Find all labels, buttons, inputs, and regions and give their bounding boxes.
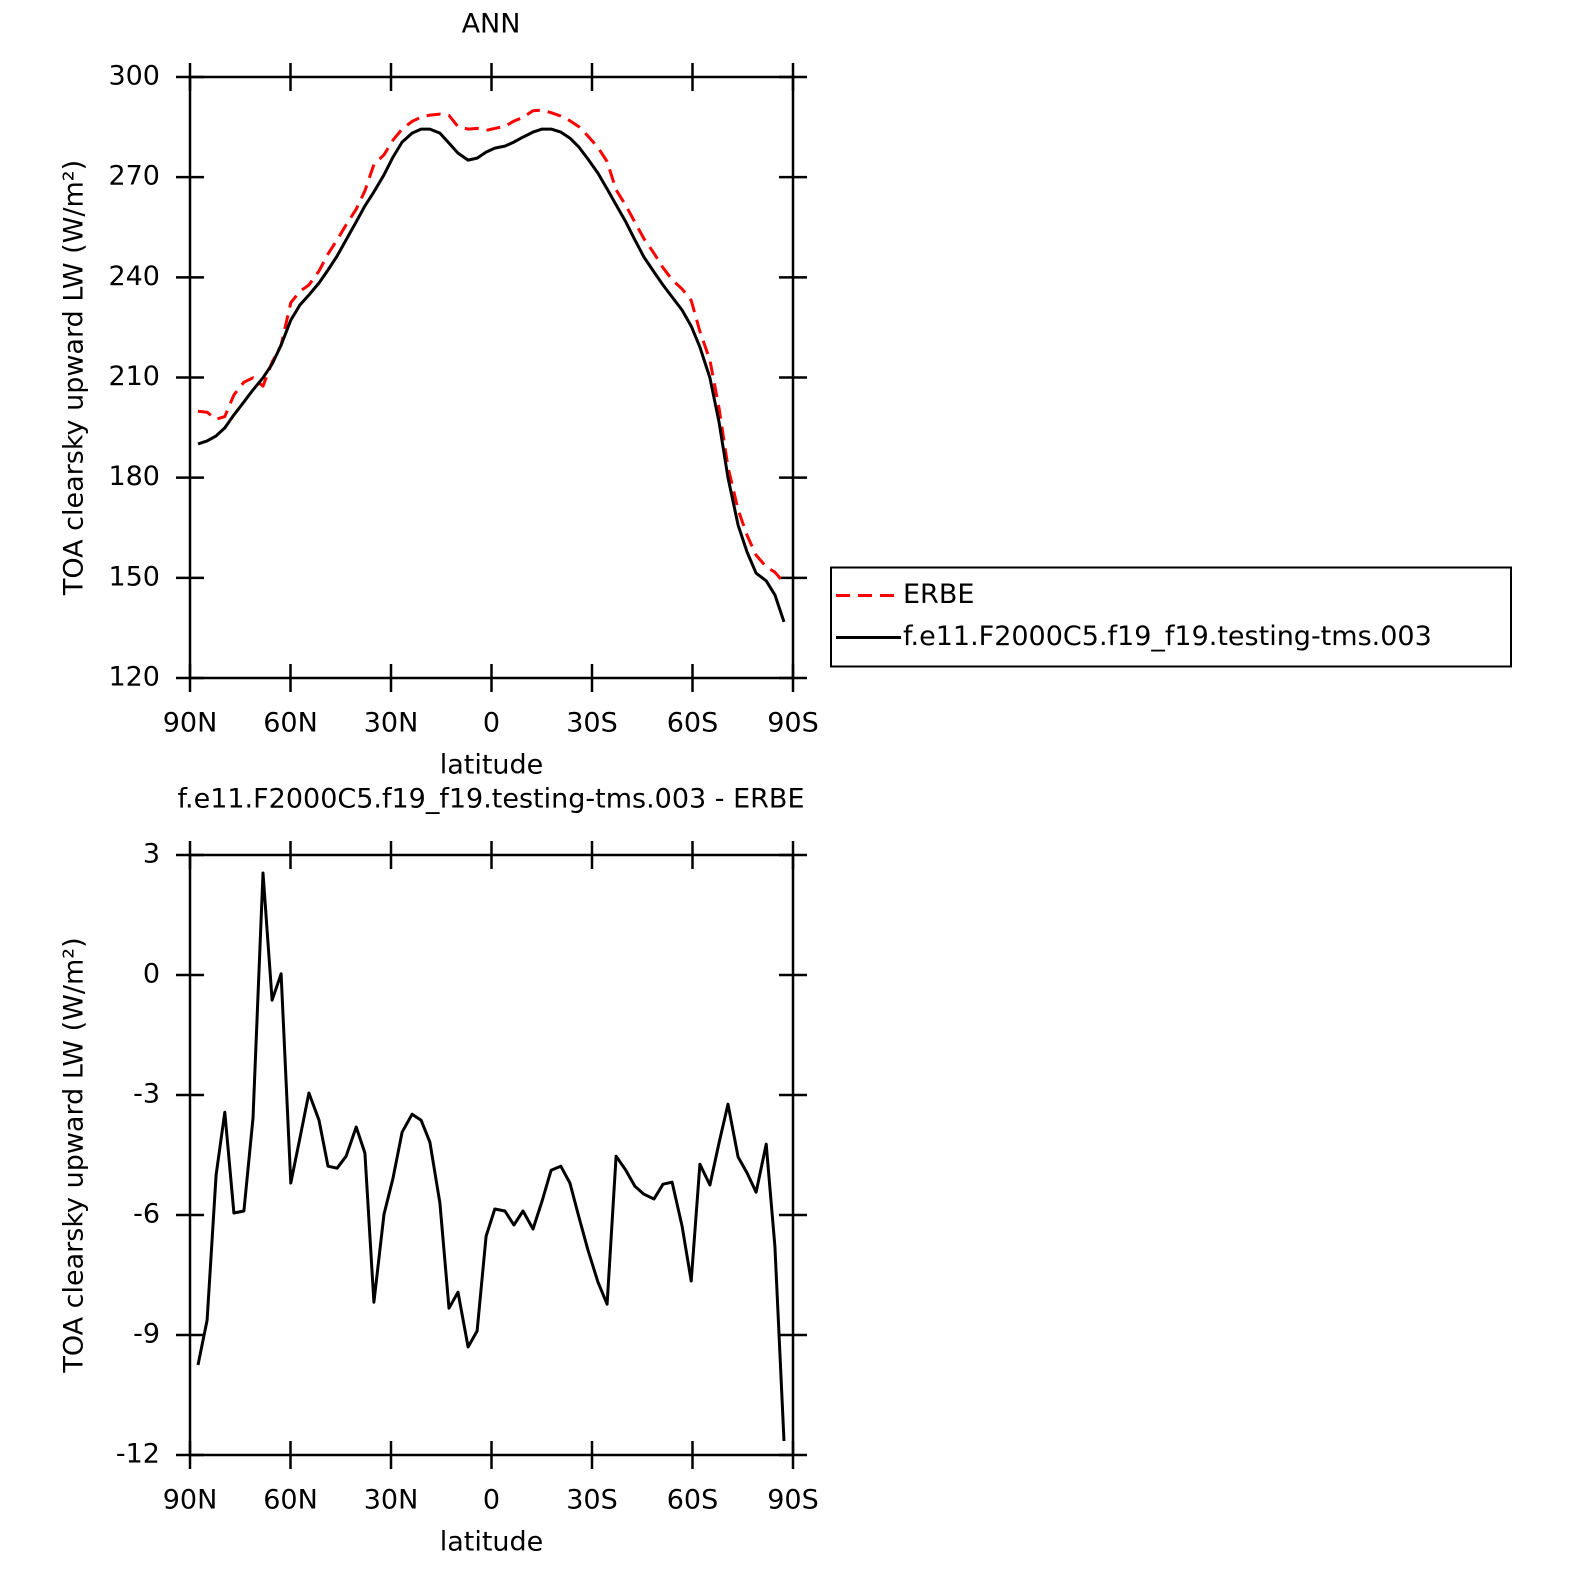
y-tick-label: 3 — [143, 839, 160, 870]
y-tick-label: -6 — [133, 1199, 160, 1230]
x-axis-label: latitude — [440, 750, 544, 781]
x-axis-label: latitude — [440, 1527, 544, 1558]
y-tick-label: 270 — [108, 161, 160, 192]
y-tick-label: -9 — [133, 1319, 160, 1350]
x-tick-label: 90N — [163, 1485, 218, 1516]
x-tick-label: 30S — [566, 708, 618, 739]
x-tick-label: 60S — [667, 1485, 719, 1516]
y-tick-label: 120 — [108, 662, 160, 693]
x-tick-label: 90S — [767, 1485, 819, 1516]
y-axis-label: TOA clearsky upward LW (W/m²) — [59, 937, 90, 1373]
legend-box — [830, 566, 1512, 668]
x-tick-label: 90S — [767, 708, 819, 739]
x-tick-label: 30N — [364, 708, 419, 739]
x-tick-label: 60N — [263, 708, 318, 739]
x-tick-label: 0 — [483, 708, 500, 739]
y-tick-label: 0 — [143, 959, 160, 990]
x-tick-label: 0 — [483, 1485, 500, 1516]
y-tick-label: 240 — [108, 261, 160, 292]
plot-frame — [188, 75, 795, 680]
x-tick-label: 30N — [364, 1485, 419, 1516]
x-tick-label: 60N — [263, 1485, 318, 1516]
y-tick-label: 150 — [108, 561, 160, 592]
y-tick-label: 210 — [108, 361, 160, 392]
y-tick-label: -3 — [133, 1079, 160, 1110]
data-line — [196, 871, 786, 1442]
chart-title: ANN — [462, 9, 521, 40]
plot-frame — [188, 853, 795, 1457]
legend-label: f.e11.F2000C5.f19_f19.testing-tms.003 — [903, 621, 1432, 652]
y-tick-label: -12 — [116, 1439, 160, 1470]
data-line — [197, 108, 786, 584]
y-axis-label: TOA clearsky upward LW (W/m²) — [59, 160, 90, 596]
legend-label: ERBE — [903, 579, 974, 610]
x-tick-label: 60S — [667, 708, 719, 739]
chart-title: f.e11.F2000C5.f19_f19.testing-tms.003 - … — [177, 784, 804, 815]
x-tick-label: 90N — [163, 708, 218, 739]
x-tick-label: 30S — [566, 1485, 618, 1516]
y-tick-label: 180 — [108, 461, 160, 492]
data-line — [197, 127, 786, 623]
y-tick-label: 300 — [108, 61, 160, 92]
